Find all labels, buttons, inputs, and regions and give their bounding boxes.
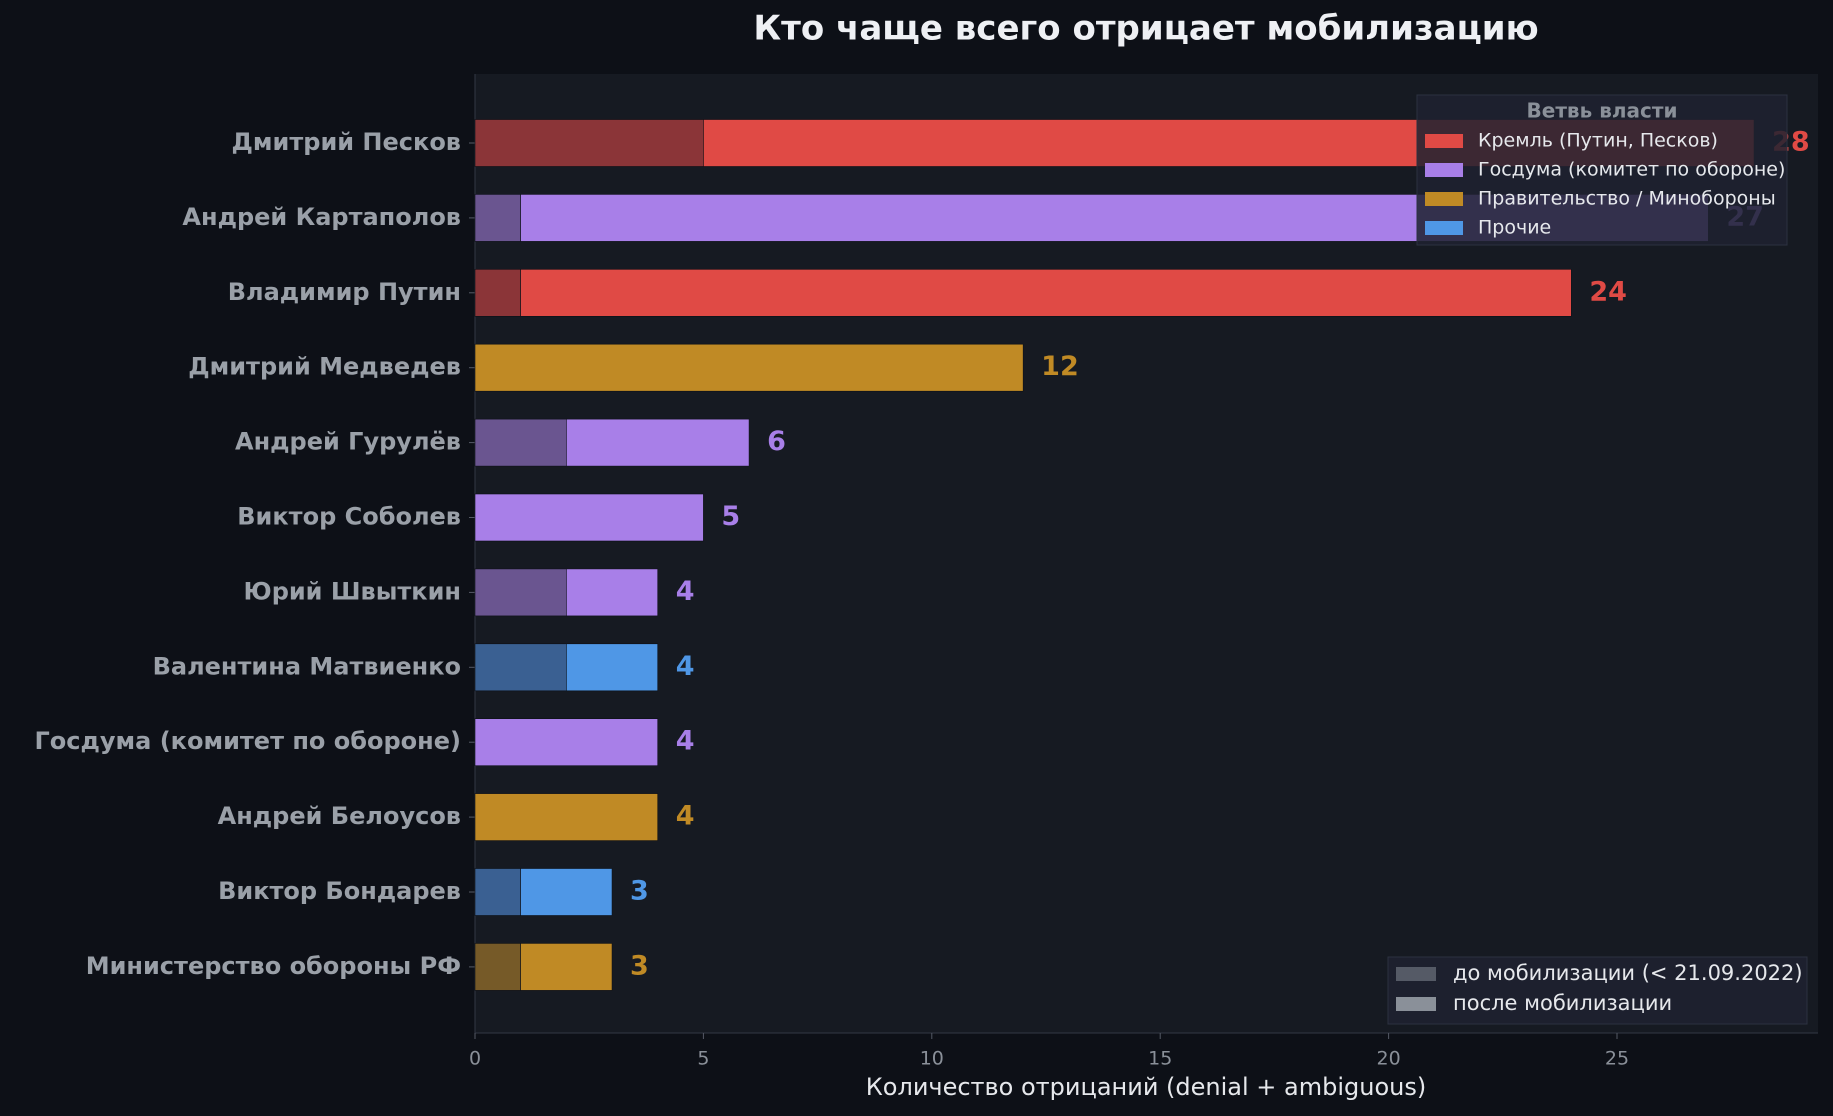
- y-tick-label: Виктор Соболев: [237, 503, 461, 531]
- y-tick-label: Дмитрий Медведев: [188, 353, 461, 381]
- bar-segment: [474, 568, 567, 617]
- bar-segment: [474, 793, 659, 841]
- legend-label: после мобилизации: [1453, 991, 1672, 1015]
- data-label: 24: [1589, 276, 1627, 307]
- y-tick-label: Андрей Белоусов: [218, 802, 461, 830]
- y-tick-label: Госдума (комитет по обороне): [35, 727, 462, 755]
- legend-title: Ветвь власти: [1527, 99, 1678, 123]
- bar-segment: [474, 418, 567, 467]
- bar-segment: [520, 268, 1572, 317]
- x-tick-label: 20: [1377, 1048, 1401, 1070]
- legend-swatch: [1425, 163, 1463, 177]
- y-tick-label: Андрей Гурулёв: [235, 428, 461, 456]
- chart-title: Кто чаще всего отрицает мобилизацию: [753, 9, 1538, 49]
- bar-segment: [474, 493, 704, 542]
- legend-label: Кремль (Путин, Песков): [1478, 130, 1718, 152]
- data-label: 4: [676, 726, 695, 757]
- legend-swatch: [1425, 134, 1463, 148]
- y-tick-label: Министерство обороны РФ: [86, 952, 461, 980]
- bar-segment: [474, 119, 704, 167]
- bar-segment: [474, 268, 521, 317]
- bar-segment: [520, 943, 613, 991]
- legend-label: Прочие: [1478, 217, 1551, 239]
- bar-segment: [566, 568, 659, 617]
- legend-swatch: [1425, 221, 1463, 235]
- x-tick-label: 25: [1605, 1048, 1629, 1070]
- data-label: 5: [721, 501, 740, 532]
- bar-segment: [520, 868, 613, 916]
- data-label: 6: [767, 426, 786, 457]
- legend-label: Госдума (комитет по обороне): [1478, 159, 1785, 181]
- y-tick-label: Андрей Картаполов: [182, 203, 461, 231]
- bar-segment: [474, 718, 659, 767]
- x-axis-label: Количество отрицаний (denial + ambiguous…: [866, 1073, 1426, 1101]
- legend-swatch: [1396, 997, 1436, 1011]
- bar-segment: [474, 643, 567, 692]
- data-label: 12: [1041, 351, 1079, 382]
- bar-segment: [474, 868, 521, 916]
- legend-label: до мобилизации (< 21.09.2022): [1453, 961, 1803, 985]
- y-tick-label: Валентина Матвиенко: [153, 652, 461, 680]
- bar-segment: [474, 943, 521, 991]
- x-tick-label: 5: [697, 1048, 709, 1070]
- legend-box: [1387, 956, 1808, 1025]
- x-tick-label: 15: [1148, 1048, 1172, 1070]
- bar-segment: [566, 643, 659, 692]
- legend-label: Правительство / Минобороны: [1478, 188, 1776, 210]
- legend-swatch: [1425, 192, 1463, 206]
- data-label: 4: [676, 576, 695, 607]
- legend-swatch: [1396, 967, 1436, 981]
- bar-segment: [474, 343, 1024, 392]
- data-label: 3: [630, 876, 649, 907]
- y-tick-label: Владимир Путин: [228, 278, 461, 306]
- y-tick-label: Виктор Бондарев: [218, 877, 461, 905]
- y-tick-label: Дмитрий Песков: [232, 128, 461, 156]
- x-tick-label: 0: [469, 1048, 481, 1070]
- bar-segment: [566, 418, 750, 467]
- data-label: 4: [676, 801, 695, 832]
- y-tick-label: Юрий Швыткин: [244, 577, 461, 605]
- legend-box: [1416, 94, 1788, 246]
- bar-segment: [474, 194, 521, 242]
- data-label: 3: [630, 950, 649, 981]
- x-tick-label: 10: [920, 1048, 944, 1070]
- data-label: 4: [676, 651, 695, 682]
